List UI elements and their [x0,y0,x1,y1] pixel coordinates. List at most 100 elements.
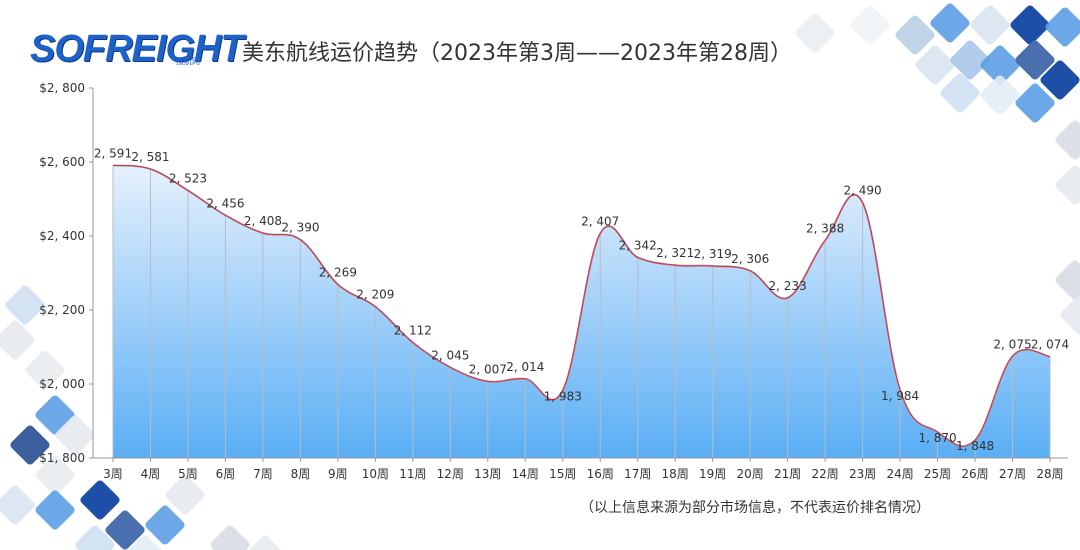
data-label: 2, 045 [431,348,469,362]
data-label: 2, 591 [94,146,132,160]
data-label: 2, 075 [993,337,1031,351]
decorative-tile [245,535,285,550]
data-label: 1, 984 [881,389,919,403]
x-tick-label: 17周 [624,467,651,481]
data-label: 2, 581 [131,150,169,164]
decorative-tile [1015,40,1055,80]
x-tick-label: 3周 [103,467,123,481]
x-tick-label: 15周 [549,467,576,481]
data-label: 2, 523 [169,171,207,185]
decorative-tile [210,525,250,550]
x-tick-label: 22周 [811,467,838,481]
decorative-tile [35,490,75,530]
decorative-tile [980,75,1020,115]
logo-subtext: 搜航网 [176,57,200,66]
y-tick-label: $2, 200 [39,303,85,317]
decorative-tile [125,535,165,550]
x-tick-label: 13周 [474,467,501,481]
decorative-tile [165,475,205,515]
x-tick-label: 27周 [999,467,1026,481]
decorative-tile [75,525,115,550]
decorative-tile [0,485,35,525]
x-tick-label: 28周 [1036,467,1063,481]
x-tick-label: 25周 [924,467,951,481]
y-tick-label: $1, 800 [39,451,85,465]
data-label: 2, 407 [581,214,619,228]
decorative-tile [1015,83,1055,123]
data-label: 1, 848 [956,439,994,453]
decorative-tile [25,350,65,390]
x-tick-label: 23周 [849,467,876,481]
x-tick-label: 12周 [437,467,464,481]
decorative-tile [1055,260,1080,300]
x-tick-label: 14周 [512,467,539,481]
decorative-tile [795,13,835,53]
chart-title: 美东航线运价趋势（2023年第3周——2023年第28周） [242,41,792,66]
decorative-tile [55,415,95,455]
data-label: 2, 408 [244,214,282,228]
data-label: 2, 112 [394,324,432,338]
data-label: 2, 319 [694,247,732,261]
data-label: 2, 490 [844,184,882,198]
x-tick-label: 11周 [399,467,426,481]
x-tick-label: 24周 [886,467,913,481]
decorative-tile [1010,5,1050,45]
decorative-tile [980,45,1020,85]
data-label: 2, 456 [206,196,244,210]
data-label: 2, 390 [281,221,319,235]
decorative-tile [930,3,970,43]
x-tick-label: 5周 [178,467,198,481]
decorative-tile [915,45,955,85]
decorative-tile [105,510,145,550]
x-tick-label: 10周 [362,467,389,481]
x-tick-label: 18周 [662,467,689,481]
decorative-tile [940,73,980,113]
x-tick-label: 20周 [737,467,764,481]
decorative-tile [1055,165,1080,205]
decorative-tile [950,40,990,80]
decorative-tile [10,425,50,465]
decorative-tile [35,455,75,495]
data-label: 2, 007 [469,362,507,376]
decorative-tile [1060,295,1080,335]
data-label: 2, 306 [731,252,769,266]
source-note: （以上信息来源为部分市场信息，不代表运价排名情况） [580,500,930,516]
x-tick-label: 7周 [253,467,273,481]
data-label: 2, 074 [1031,338,1069,352]
x-tick-label: 6周 [216,467,236,481]
x-tick-label: 9周 [328,467,348,481]
y-tick-label: $2, 000 [39,377,85,391]
x-tick-label: 8周 [291,467,311,481]
x-tick-label: 4周 [141,467,161,481]
x-tick-label: 21周 [774,467,801,481]
decorative-tile [5,285,45,325]
data-label: 2, 233 [769,279,807,293]
x-tick-label: 19周 [699,467,726,481]
decorative-tile [895,15,935,55]
decorative-tile [970,5,1010,45]
data-label: 1, 983 [544,389,582,403]
data-label: 1, 870 [918,431,956,445]
sofreight-logo: SOFREIGHT [30,28,244,70]
y-tick-label: $2, 600 [39,155,85,169]
data-label: 2, 269 [319,265,357,279]
decorative-tile [850,5,890,45]
series-line [112,164,1051,447]
data-label: 2, 014 [506,360,544,374]
decorative-tile [0,320,35,360]
y-tick-label: $2, 800 [39,81,85,95]
data-label: 2, 321 [656,246,694,260]
y-tick-label: $2, 400 [39,229,85,243]
x-tick-label: 26周 [961,467,988,481]
decorative-tile [145,505,185,545]
decorative-tile [1045,7,1080,47]
decorative-tile [1040,60,1080,100]
data-label: 2, 209 [356,288,394,302]
data-label: 2, 388 [806,221,844,235]
decorative-tile [80,480,120,520]
decorative-tile [1055,120,1080,160]
data-label: 2, 342 [619,238,657,252]
x-tick-label: 16周 [587,467,614,481]
